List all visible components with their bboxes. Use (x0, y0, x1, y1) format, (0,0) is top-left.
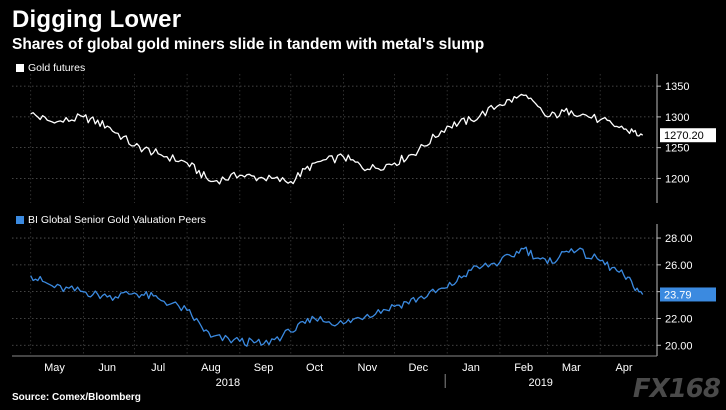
y-tick-label: 22.00 (665, 313, 693, 325)
year-label: 2018 (216, 377, 240, 389)
last-value-label: 23.79 (664, 289, 692, 301)
x-tick-label: Oct (306, 362, 323, 374)
y-tick-label: 1250 (665, 143, 689, 155)
x-tick-label: Jul (151, 362, 165, 374)
legend-gold-futures: Gold futures (16, 62, 85, 74)
x-tick-label: Jan (462, 362, 480, 374)
x-tick-label: Jun (98, 362, 116, 374)
legend-label: Gold futures (28, 62, 86, 74)
last-value-box (660, 287, 716, 302)
legend-swatch-blue (16, 216, 24, 224)
legend-bi-peers: BI Global Senior Gold Valuation Peers (16, 214, 206, 226)
source-note: Source: Comex/Bloomberg (12, 392, 141, 403)
chart-subtitle: Shares of global gold miners slide in ta… (12, 36, 485, 53)
x-tick-label: Nov (358, 362, 378, 374)
watermark-logo: FX168 (632, 374, 721, 404)
x-tick-label: Apr (615, 362, 632, 374)
y-tick-label: 1300 (665, 112, 689, 124)
x-tick-label: Dec (409, 362, 429, 374)
y-tick-label: 28.00 (665, 233, 693, 245)
legend-swatch-white (16, 64, 24, 72)
series-line (30, 93, 644, 185)
x-tick-label: May (44, 362, 65, 374)
last-value-box (660, 128, 716, 143)
series-line (30, 246, 644, 347)
x-tick-label: Mar (562, 362, 581, 374)
chart-title: Digging Lower (12, 6, 182, 33)
year-label: 2019 (528, 377, 552, 389)
last-value-label: 1270.20 (664, 130, 704, 142)
y-tick-label: 26.00 (665, 260, 693, 272)
legend-label: BI Global Senior Gold Valuation Peers (28, 214, 206, 226)
y-tick-label: 1350 (665, 81, 689, 93)
x-tick-label: Feb (514, 362, 533, 374)
y-tick-label: 20.00 (665, 340, 693, 352)
x-tick-label: Sep (254, 362, 274, 374)
x-tick-label: Aug (201, 362, 221, 374)
y-tick-label: 1200 (665, 173, 689, 185)
